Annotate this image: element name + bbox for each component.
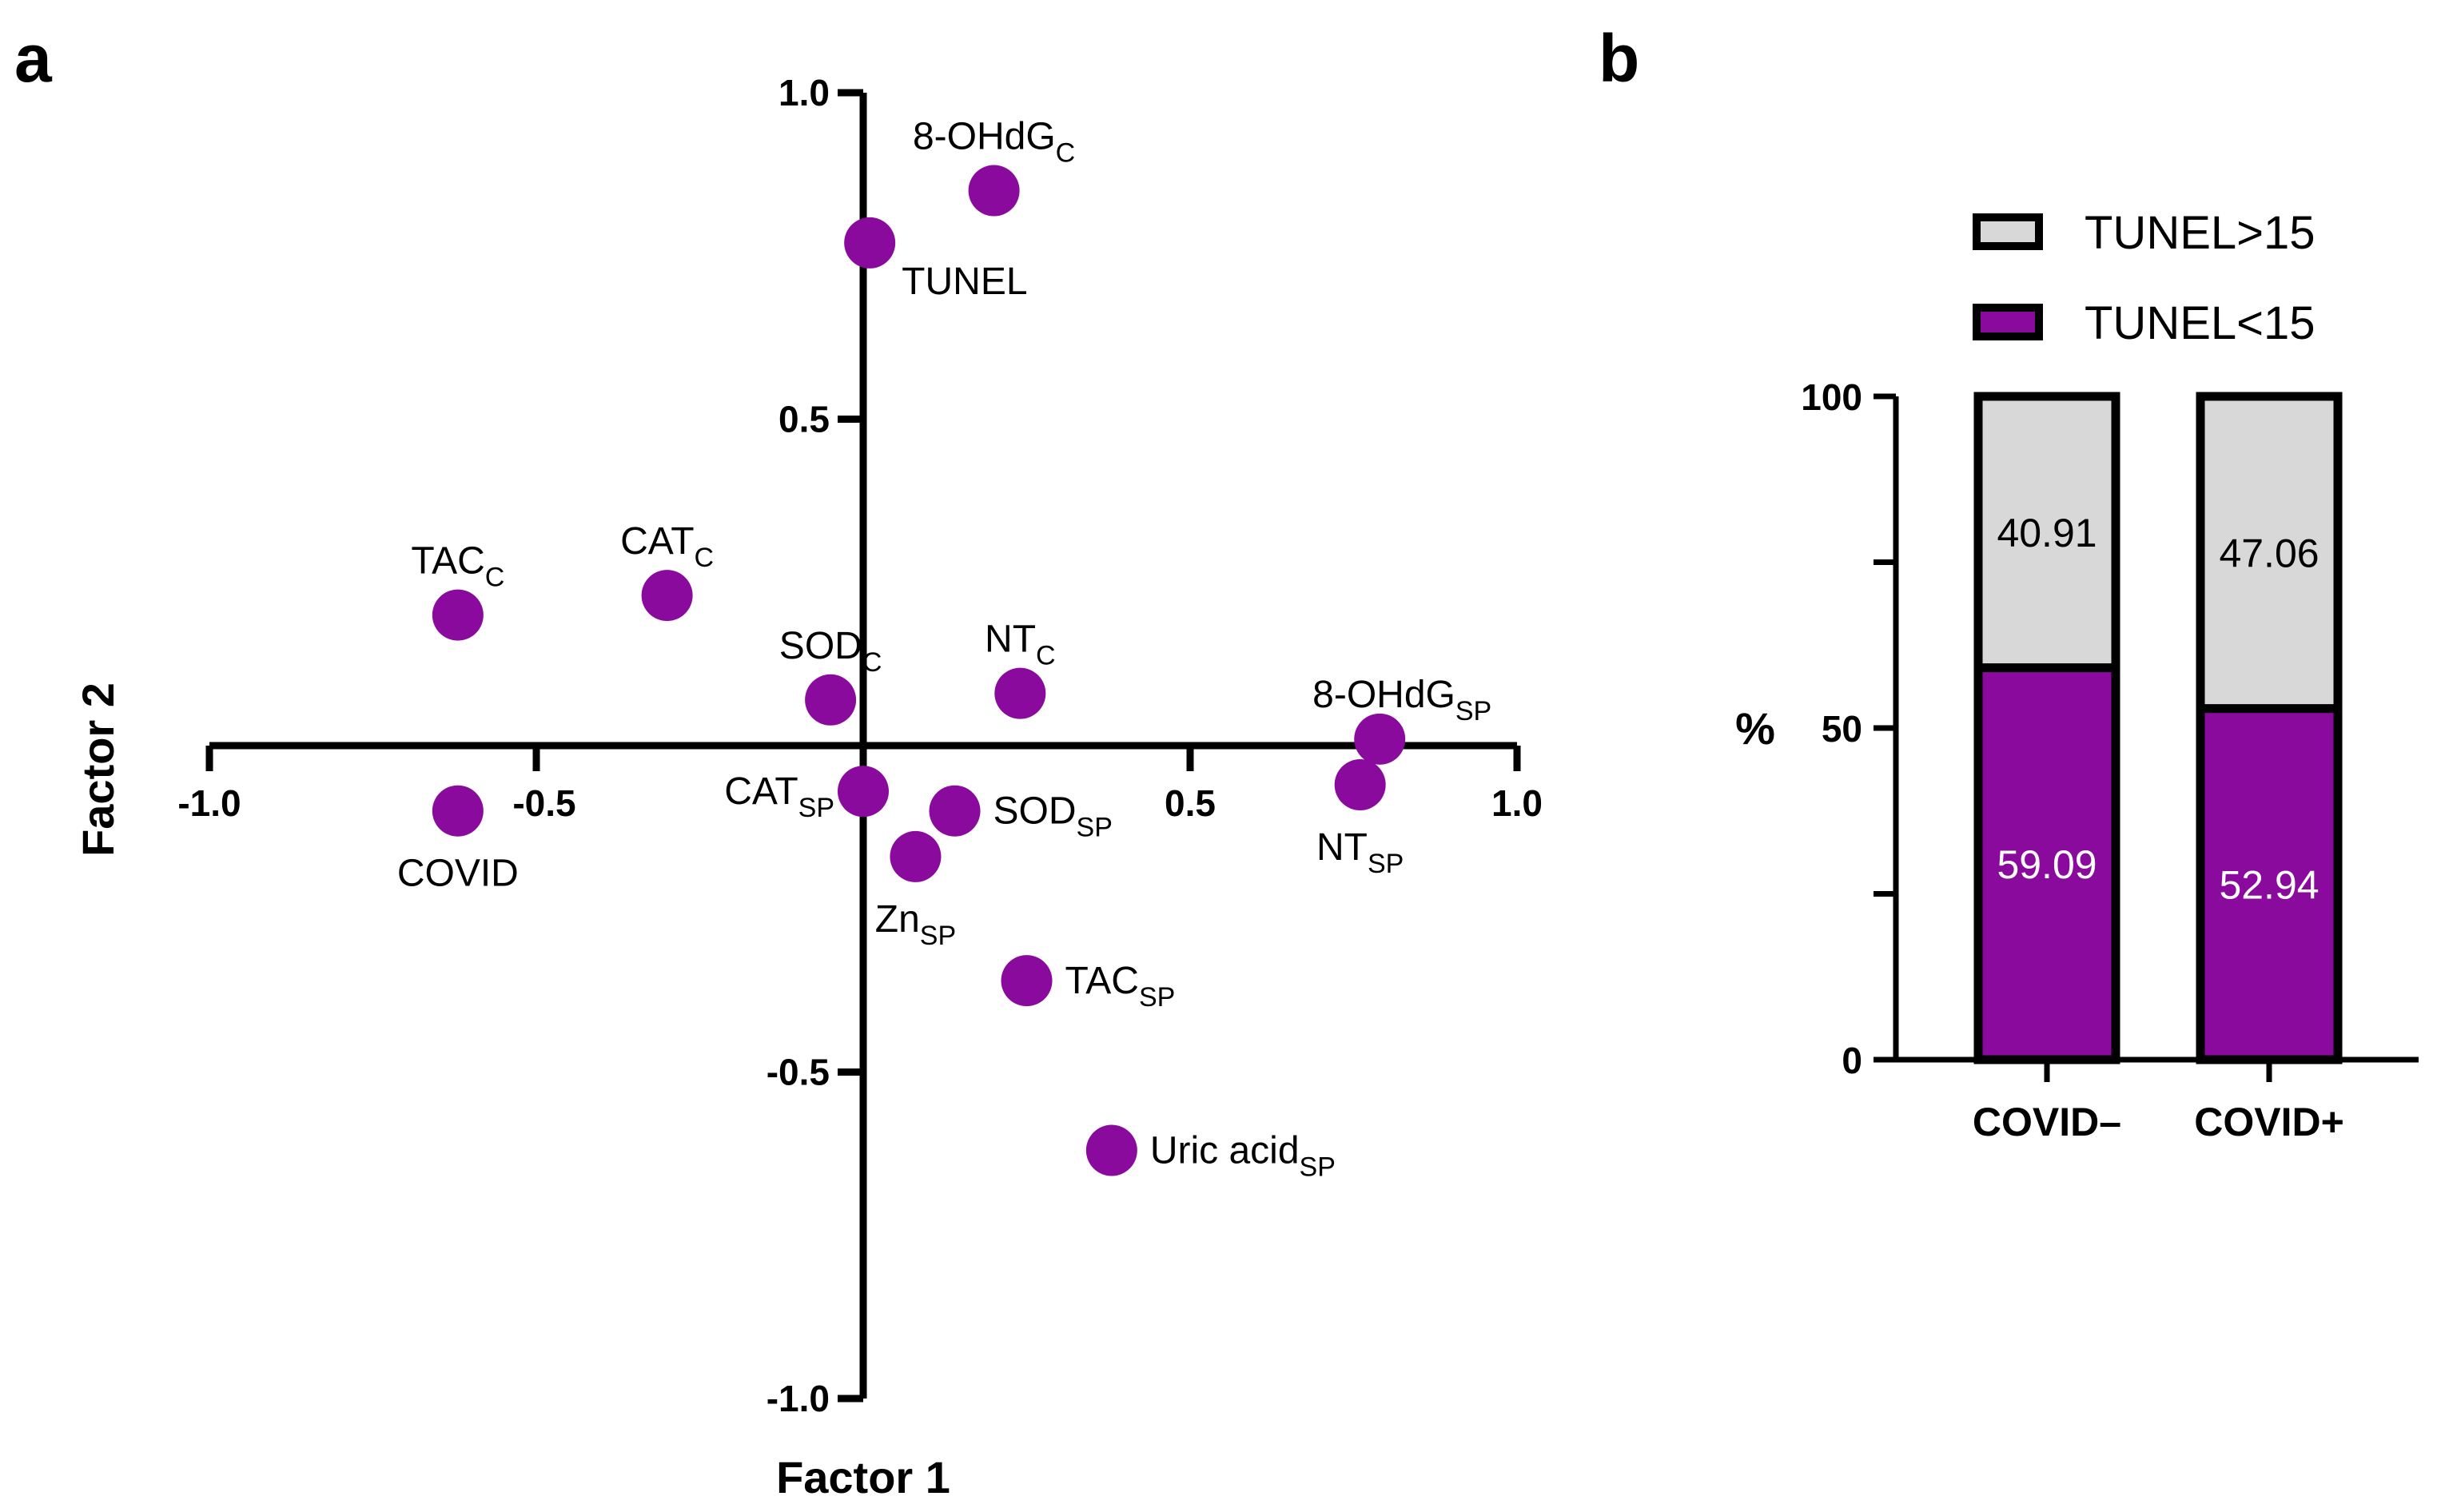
bar-value-label: 59.09 (1997, 842, 2097, 887)
x-tick-label: -1.0 (177, 782, 241, 824)
category-label: COVID+ (2194, 1100, 2344, 1144)
scatter-point (994, 667, 1046, 719)
x-axis-title: Factor 1 (776, 1452, 950, 1502)
y-tick-label: 1.0 (778, 72, 830, 113)
point-label: CATSP (724, 770, 834, 823)
point-label: COVID (397, 853, 519, 895)
x-tick-label: 0.5 (1165, 782, 1216, 824)
scatter-point (805, 674, 857, 726)
y-tick-label: -0.5 (767, 1052, 830, 1093)
point-label: 8-OHdGSP (1312, 674, 1491, 726)
scatter-point (1085, 1124, 1137, 1176)
scatter-point (844, 217, 896, 269)
scatter-point (641, 570, 693, 622)
point-label: TACC (411, 540, 504, 593)
bar-axes: 0 50 100 COVID– COVID+ (1801, 376, 2419, 1144)
scatter-point-labels: 8-OHdGC TUNEL TACC CATC SODC NTC 8-OHdGSP NTSP C… (397, 116, 1491, 1183)
point-label: NTSP (1316, 826, 1404, 879)
scatter-points (432, 165, 1406, 1176)
category-label: COVID– (1973, 1100, 2121, 1144)
scatter-point (890, 830, 942, 882)
y-tick-label: 0.5 (778, 399, 830, 440)
point-label: CATC (620, 520, 714, 573)
y-axis-title: Factor 2 (73, 682, 123, 857)
x-tick-label: 1.0 (1491, 782, 1543, 824)
legend-label: TUNEL<15 (2085, 297, 2316, 349)
bars: 59.09 40.91 52.94 47.06 (1973, 392, 2343, 1064)
point-label: SODC (779, 625, 882, 678)
scatter-point (968, 165, 1020, 217)
bar-y-tick-label: 50 (1822, 708, 1862, 750)
legend-swatch (1973, 304, 2043, 340)
point-label: ZnSP (875, 898, 956, 951)
point-label: 8-OHdGC (913, 116, 1075, 169)
point-label: TACSP (1065, 960, 1176, 1013)
scatter-point (432, 785, 484, 837)
scatter-axes: -1.0 -0.5 0.5 1.0 1.0 0.5 -0.5 -1.0 (177, 72, 1543, 1419)
panel-label-b: b (1599, 21, 1639, 96)
factor-scatter-plot: -1.0 -0.5 0.5 1.0 1.0 0.5 -0.5 -1.0 8-OHdGC TUNE… (73, 72, 1543, 1502)
bar-segment (2196, 392, 2343, 714)
bar-y-axis-title: % (1735, 703, 1775, 754)
point-label: SODSP (994, 790, 1113, 843)
panel-label-a: a (14, 21, 53, 96)
scatter-point (1334, 759, 1386, 811)
bar-value-label: 40.91 (1997, 511, 2097, 555)
bar-value-label: 47.06 (2219, 531, 2319, 575)
scatter-point (1001, 955, 1053, 1007)
point-label: TUNEL (902, 261, 1027, 303)
x-tick-label: -0.5 (512, 782, 575, 824)
scatter-point (432, 589, 484, 641)
point-label: NTC (985, 619, 1056, 671)
legend: TUNEL>15 TUNEL<15 (1973, 207, 2316, 349)
bar-segment (1973, 392, 2120, 673)
point-label: Uric acidSP (1150, 1130, 1336, 1183)
bar-value-label: 52.94 (2219, 862, 2319, 907)
y-tick-label: -1.0 (767, 1378, 830, 1419)
bar-y-tick-label: 0 (1842, 1040, 1862, 1081)
legend-label: TUNEL>15 (2085, 207, 2316, 259)
stacked-bar-chart: TUNEL>15 TUNEL<15 59.09 40.91 52.94 47.06 0 5… (1735, 207, 2419, 1144)
scatter-point (1354, 713, 1406, 765)
scatter-point (838, 766, 889, 818)
legend-swatch (1973, 213, 2043, 250)
scatter-point (929, 785, 981, 837)
bar-y-tick-label: 100 (1801, 376, 1862, 418)
